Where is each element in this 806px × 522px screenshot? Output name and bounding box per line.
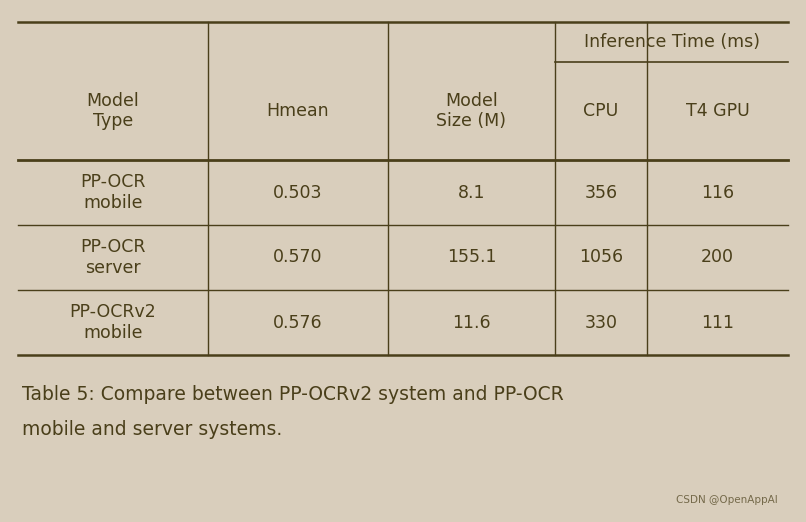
Text: Inference Time (ms): Inference Time (ms) bbox=[584, 33, 759, 51]
Text: T4 GPU: T4 GPU bbox=[686, 102, 750, 120]
Text: CPU: CPU bbox=[584, 102, 619, 120]
Text: 11.6: 11.6 bbox=[452, 314, 491, 331]
Text: PP-OCR
server: PP-OCR server bbox=[81, 238, 146, 277]
Text: 111: 111 bbox=[701, 314, 734, 331]
Text: 8.1: 8.1 bbox=[458, 184, 485, 201]
Text: 116: 116 bbox=[701, 184, 734, 201]
Text: 0.576: 0.576 bbox=[273, 314, 323, 331]
Text: 330: 330 bbox=[584, 314, 617, 331]
Text: 1056: 1056 bbox=[579, 248, 623, 267]
Text: Model
Size (M): Model Size (M) bbox=[437, 91, 506, 130]
Text: 155.1: 155.1 bbox=[447, 248, 496, 267]
Text: Hmean: Hmean bbox=[267, 102, 330, 120]
Text: 0.503: 0.503 bbox=[273, 184, 322, 201]
Text: 356: 356 bbox=[584, 184, 617, 201]
Text: Model
Type: Model Type bbox=[86, 91, 139, 130]
Text: 200: 200 bbox=[701, 248, 734, 267]
Text: 0.570: 0.570 bbox=[273, 248, 322, 267]
Text: CSDN @OpenAppAI: CSDN @OpenAppAI bbox=[676, 495, 778, 505]
Text: Table 5: Compare between PP-OCRv2 system and PP-OCR: Table 5: Compare between PP-OCRv2 system… bbox=[22, 385, 563, 404]
Text: PP-OCR
mobile: PP-OCR mobile bbox=[81, 173, 146, 212]
Text: PP-OCRv2
mobile: PP-OCRv2 mobile bbox=[69, 303, 156, 342]
Text: mobile and server systems.: mobile and server systems. bbox=[22, 420, 282, 439]
